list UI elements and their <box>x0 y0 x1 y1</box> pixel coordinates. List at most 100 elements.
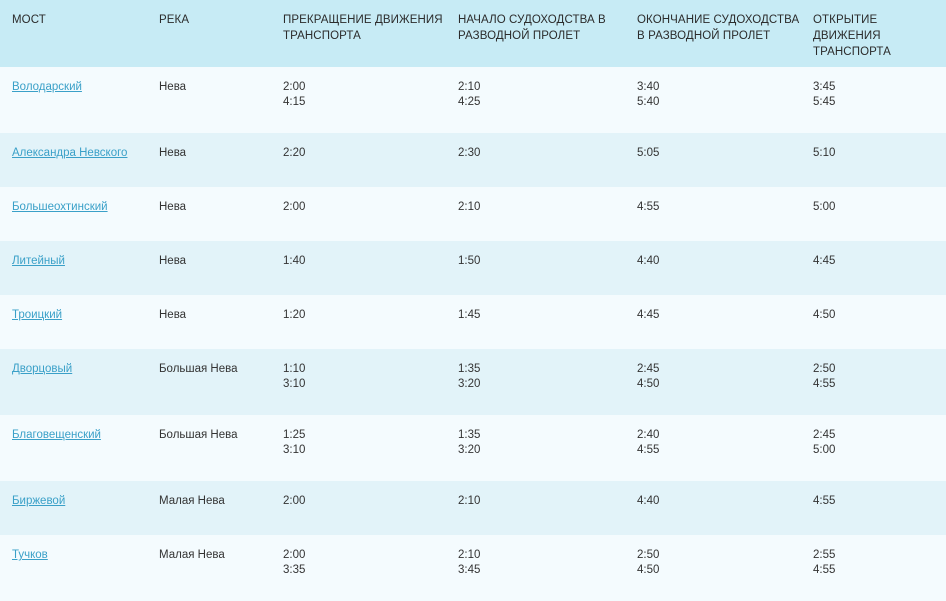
time-value: 3:10 <box>283 378 306 390</box>
time-value: 2:20 <box>283 147 306 159</box>
shipping-start-cell: 1:35 3:20 <box>446 415 625 481</box>
header-label-line: В РАЗВОДНОЙ ПРОЛЕТ <box>637 30 771 42</box>
header-river: РЕКА <box>147 0 271 67</box>
traffic-open-cell: 4:50 <box>801 295 946 349</box>
bridge-link[interactable]: Литейный <box>12 255 65 267</box>
time-value: 2:00 <box>283 495 306 507</box>
time-value: 4:55 <box>637 444 660 456</box>
traffic-stop-cell: 2:20 <box>271 133 446 187</box>
time-value: 5:10 <box>813 147 836 159</box>
time-value: 5:05 <box>637 147 660 159</box>
bridge-link[interactable]: Троицкий <box>12 309 63 321</box>
river-cell: Нева <box>147 241 271 295</box>
time-value: 3:45 <box>458 564 481 576</box>
time-value: 4:50 <box>637 378 660 390</box>
bridge-link[interactable]: Дворцовый <box>12 363 73 375</box>
time-value: 4:50 <box>813 309 836 321</box>
bridge-link[interactable]: Тучков <box>12 549 48 561</box>
table-row: Троицкий Нева 1:20 1:45 4:45 4:50 <box>0 295 946 349</box>
time-value: 5:00 <box>813 201 836 213</box>
header-shipping-end: ОКОНЧАНИЕ СУДОХОДСТВА В РАЗВОДНОЙ ПРОЛЕТ <box>625 0 801 67</box>
traffic-stop-cell: 1:25 3:10 <box>271 415 446 481</box>
bridge-cell: Литейный <box>0 241 147 295</box>
time-value: 2:00 <box>283 81 306 93</box>
time-value: 4:50 <box>637 564 660 576</box>
time-value: 2:00 <box>283 549 306 561</box>
bridge-link[interactable]: Биржевой <box>12 495 66 507</box>
river-cell: Нева <box>147 295 271 349</box>
bridge-cell: Володарский <box>0 67 147 133</box>
river-cell: Нева <box>147 67 271 133</box>
table-row: Литейный Нева 1:40 1:50 4:40 4:45 <box>0 241 946 295</box>
time-value: 3:20 <box>458 378 481 390</box>
time-value: 4:55 <box>813 495 836 507</box>
table-row: Биржевой Малая Нева 2:00 2:10 4:40 4:55 <box>0 481 946 535</box>
river-cell: Нева <box>147 187 271 241</box>
time-value: 2:00 <box>283 201 306 213</box>
traffic-stop-cell: 2:00 <box>271 481 446 535</box>
time-value: 4:55 <box>637 201 660 213</box>
shipping-start-cell: 2:10 4:25 <box>446 67 625 133</box>
header-label-line: ТРАНСПОРТА <box>813 46 891 58</box>
time-value: 2:10 <box>458 81 481 93</box>
bridge-link[interactable]: Володарский <box>12 81 82 93</box>
traffic-open-cell: 2:45 5:00 <box>801 415 946 481</box>
header-label-line: РАЗВОДНОЙ ПРОЛЕТ <box>458 30 581 42</box>
traffic-stop-cell: 2:00 4:15 <box>271 67 446 133</box>
time-value: 4:55 <box>813 378 836 390</box>
bridge-cell: Благовещенский <box>0 415 147 481</box>
traffic-open-cell: 5:00 <box>801 187 946 241</box>
traffic-stop-cell: 1:40 <box>271 241 446 295</box>
time-value: 1:10 <box>283 363 306 375</box>
table-row: Тучков Малая Нева 2:00 3:35 2:10 3:45 2:50 4:50… <box>0 535 946 601</box>
shipping-end-cell: 2:45 4:50 <box>625 349 801 415</box>
time-value: 3:20 <box>458 444 481 456</box>
bridge-cell: Дворцовый <box>0 349 147 415</box>
bridge-cell: Александра Невского <box>0 133 147 187</box>
header-traffic-stop: ПРЕКРАЩЕНИЕ ДВИЖЕНИЯ ТРАНСПОРТА <box>271 0 446 67</box>
header-shipping-start: НАЧАЛО СУДОХОДСТВА В РАЗВОДНОЙ ПРОЛЕТ <box>446 0 625 67</box>
table-row: Володарский Нева 2:00 4:15 2:10 4:25 3:40 5:40 3… <box>0 67 946 133</box>
time-value: 3:45 <box>813 81 836 93</box>
traffic-stop-cell: 2:00 3:35 <box>271 535 446 601</box>
bridge-link[interactable]: Большеохтинский <box>12 201 108 213</box>
shipping-start-cell: 2:10 <box>446 481 625 535</box>
traffic-open-cell: 3:45 5:45 <box>801 67 946 133</box>
time-value: 2:45 <box>637 363 660 375</box>
river-cell: Большая Нева <box>147 415 271 481</box>
shipping-start-cell: 1:50 <box>446 241 625 295</box>
time-value: 1:50 <box>458 255 481 267</box>
time-value: 2:10 <box>458 201 481 213</box>
shipping-end-cell: 2:40 4:55 <box>625 415 801 481</box>
shipping-end-cell: 2:50 4:50 <box>625 535 801 601</box>
traffic-open-cell: 4:55 <box>801 481 946 535</box>
time-value: 3:35 <box>283 564 306 576</box>
header-label-line: ПРЕКРАЩЕНИЕ ДВИЖЕНИЯ <box>283 14 443 26</box>
time-value: 3:10 <box>283 444 306 456</box>
shipping-start-cell: 1:35 3:20 <box>446 349 625 415</box>
time-value: 5:00 <box>813 444 836 456</box>
river-cell: Нева <box>147 133 271 187</box>
table-header-row: МОСТ РЕКА ПРЕКРАЩЕНИЕ ДВИЖЕНИЯ ТРАНСПОРТА НА… <box>0 0 946 67</box>
header-bridge: МОСТ <box>0 0 147 67</box>
river-cell: Малая Нева <box>147 481 271 535</box>
header-label-line: МОСТ <box>12 14 46 26</box>
time-value: 1:35 <box>458 429 481 441</box>
traffic-open-cell: 2:55 4:55 <box>801 535 946 601</box>
time-value: 4:55 <box>813 564 836 576</box>
river-cell: Большая Нева <box>147 349 271 415</box>
time-value: 3:40 <box>637 81 660 93</box>
shipping-end-cell: 4:40 <box>625 241 801 295</box>
bridge-link[interactable]: Благовещенский <box>12 429 101 441</box>
header-traffic-open: ОТКРЫТИЕ ДВИЖЕНИЯ ТРАНСПОРТА <box>801 0 946 67</box>
time-value: 1:45 <box>458 309 481 321</box>
shipping-start-cell: 2:30 <box>446 133 625 187</box>
traffic-stop-cell: 2:00 <box>271 187 446 241</box>
shipping-start-cell: 2:10 3:45 <box>446 535 625 601</box>
bridge-link[interactable]: Александра Невского <box>12 147 128 159</box>
bridge-cell: Троицкий <box>0 295 147 349</box>
header-label-line: РЕКА <box>159 14 190 26</box>
time-value: 5:40 <box>637 96 660 108</box>
shipping-end-cell: 4:45 <box>625 295 801 349</box>
